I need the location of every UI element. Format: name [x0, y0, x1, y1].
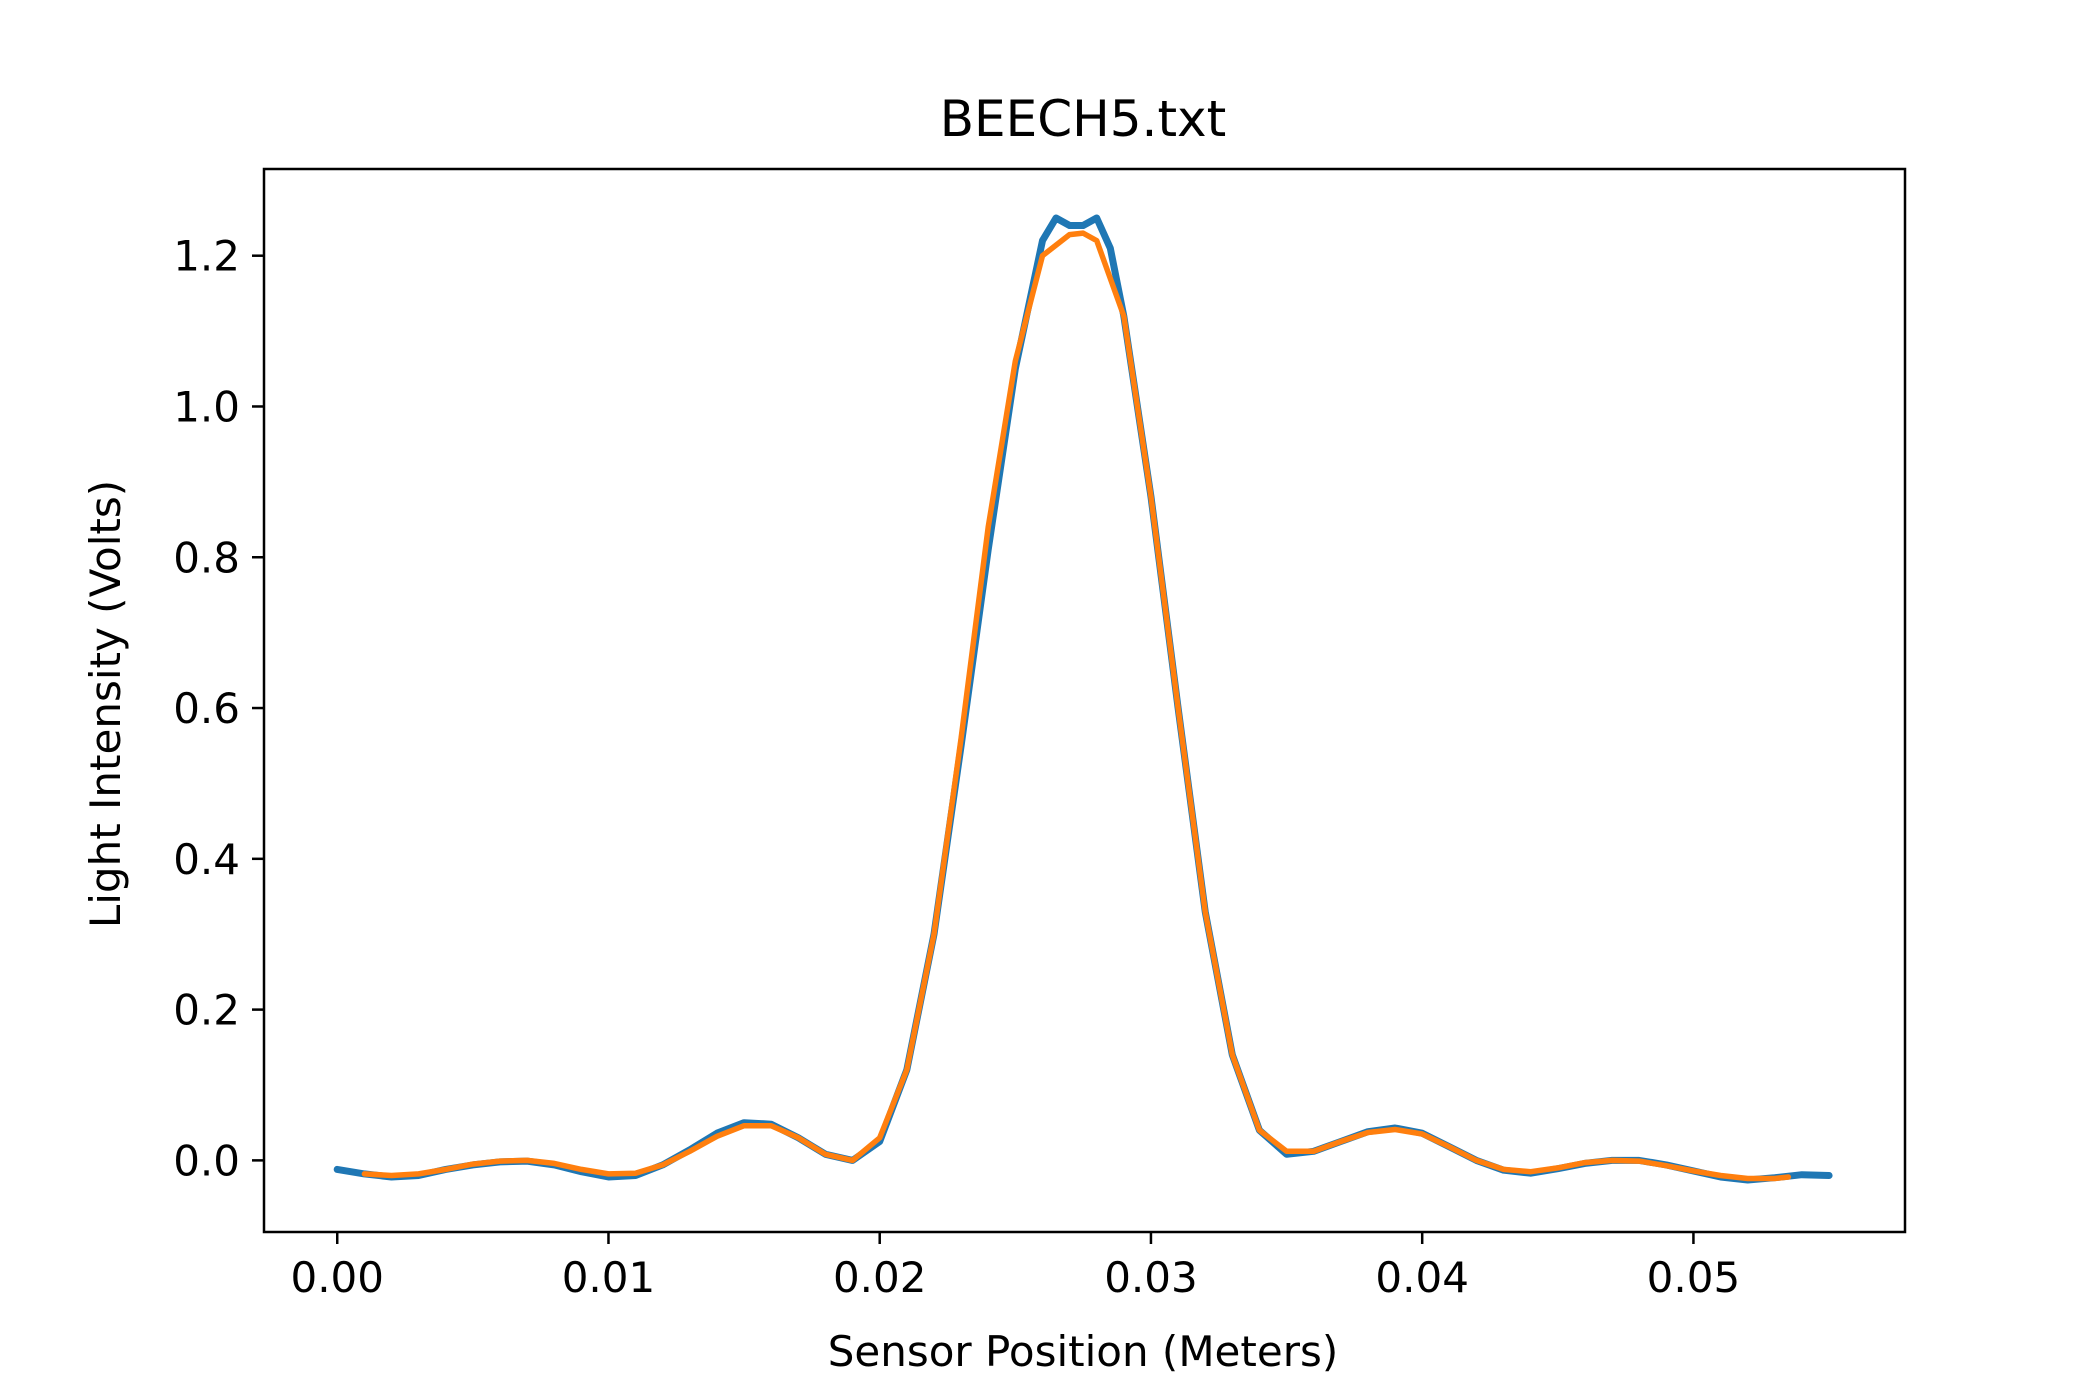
- plot-frame: [262, 167, 1907, 1234]
- x-tick-label: 0.03: [1104, 1253, 1198, 1302]
- x-tick-label: 0.00: [290, 1253, 384, 1302]
- y-tick-label: 0.4: [173, 835, 240, 884]
- plot-area: [333, 214, 1833, 1184]
- y-tick-label: 0.6: [173, 684, 240, 733]
- y-tick-label: 0.0: [173, 1136, 240, 1185]
- y-tick-label: 1.2: [173, 232, 240, 281]
- x-tick-label: 0.01: [562, 1253, 656, 1302]
- x-tick-label: 0.04: [1375, 1253, 1469, 1302]
- series-line-fit: [361, 230, 1792, 1182]
- y-tick-label: 0.2: [173, 986, 240, 1035]
- axes: 0.00 0.01 0.02 0.03 0.04 0.05 0.0 0.2 0.4 0.6 0.8 1…: [173, 167, 1907, 1302]
- x-tick-label: 0.02: [833, 1253, 927, 1302]
- chart-title: BEECH5.txt: [940, 90, 1227, 148]
- y-tick-label: 0.8: [173, 533, 240, 582]
- y-axis-label: Light Intensity (Volts): [81, 480, 130, 928]
- x-axis-label: Sensor Position (Meters): [828, 1327, 1339, 1376]
- y-tick-label: 1.0: [173, 382, 240, 431]
- x-tick-label: 0.05: [1647, 1253, 1741, 1302]
